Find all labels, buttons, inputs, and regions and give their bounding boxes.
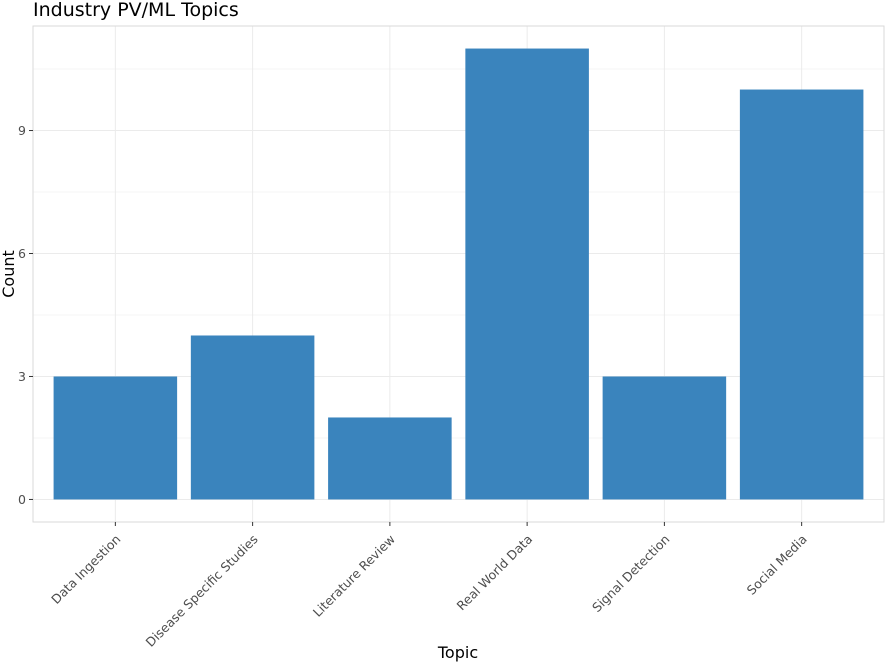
x-tick-label: Social Media xyxy=(744,532,810,598)
bar-signal-detection xyxy=(602,376,727,500)
y-tick-label: 3 xyxy=(18,369,26,384)
x-axis-label: Topic xyxy=(437,643,478,662)
x-tick-label: Literature Review xyxy=(310,532,398,620)
y-tick-label: 9 xyxy=(18,123,26,138)
panel-border xyxy=(32,25,885,523)
chart-title: Industry PV/ML Topics xyxy=(33,0,239,21)
x-tick-label: Real World Data xyxy=(454,532,536,614)
x-axis: Data Ingestion Disease Specific Studies Li… xyxy=(48,522,810,650)
x-tick-label: Signal Detection xyxy=(589,532,673,616)
bar-literature-review xyxy=(328,417,452,500)
x-tick-label: Disease Specific Studies xyxy=(143,532,261,650)
bar-real-world-data xyxy=(465,48,589,500)
y-tick-label: 0 xyxy=(18,492,26,507)
bars xyxy=(53,48,864,500)
y-axis: 0 3 6 9 xyxy=(18,123,33,507)
y-tick-label: 6 xyxy=(18,246,26,261)
y-axis-label: Count xyxy=(0,250,18,298)
bar-disease-specific-studies xyxy=(190,335,315,500)
bar-data-ingestion xyxy=(53,376,178,500)
bar-social-media xyxy=(739,89,864,500)
x-tick-label: Data Ingestion xyxy=(48,532,123,607)
